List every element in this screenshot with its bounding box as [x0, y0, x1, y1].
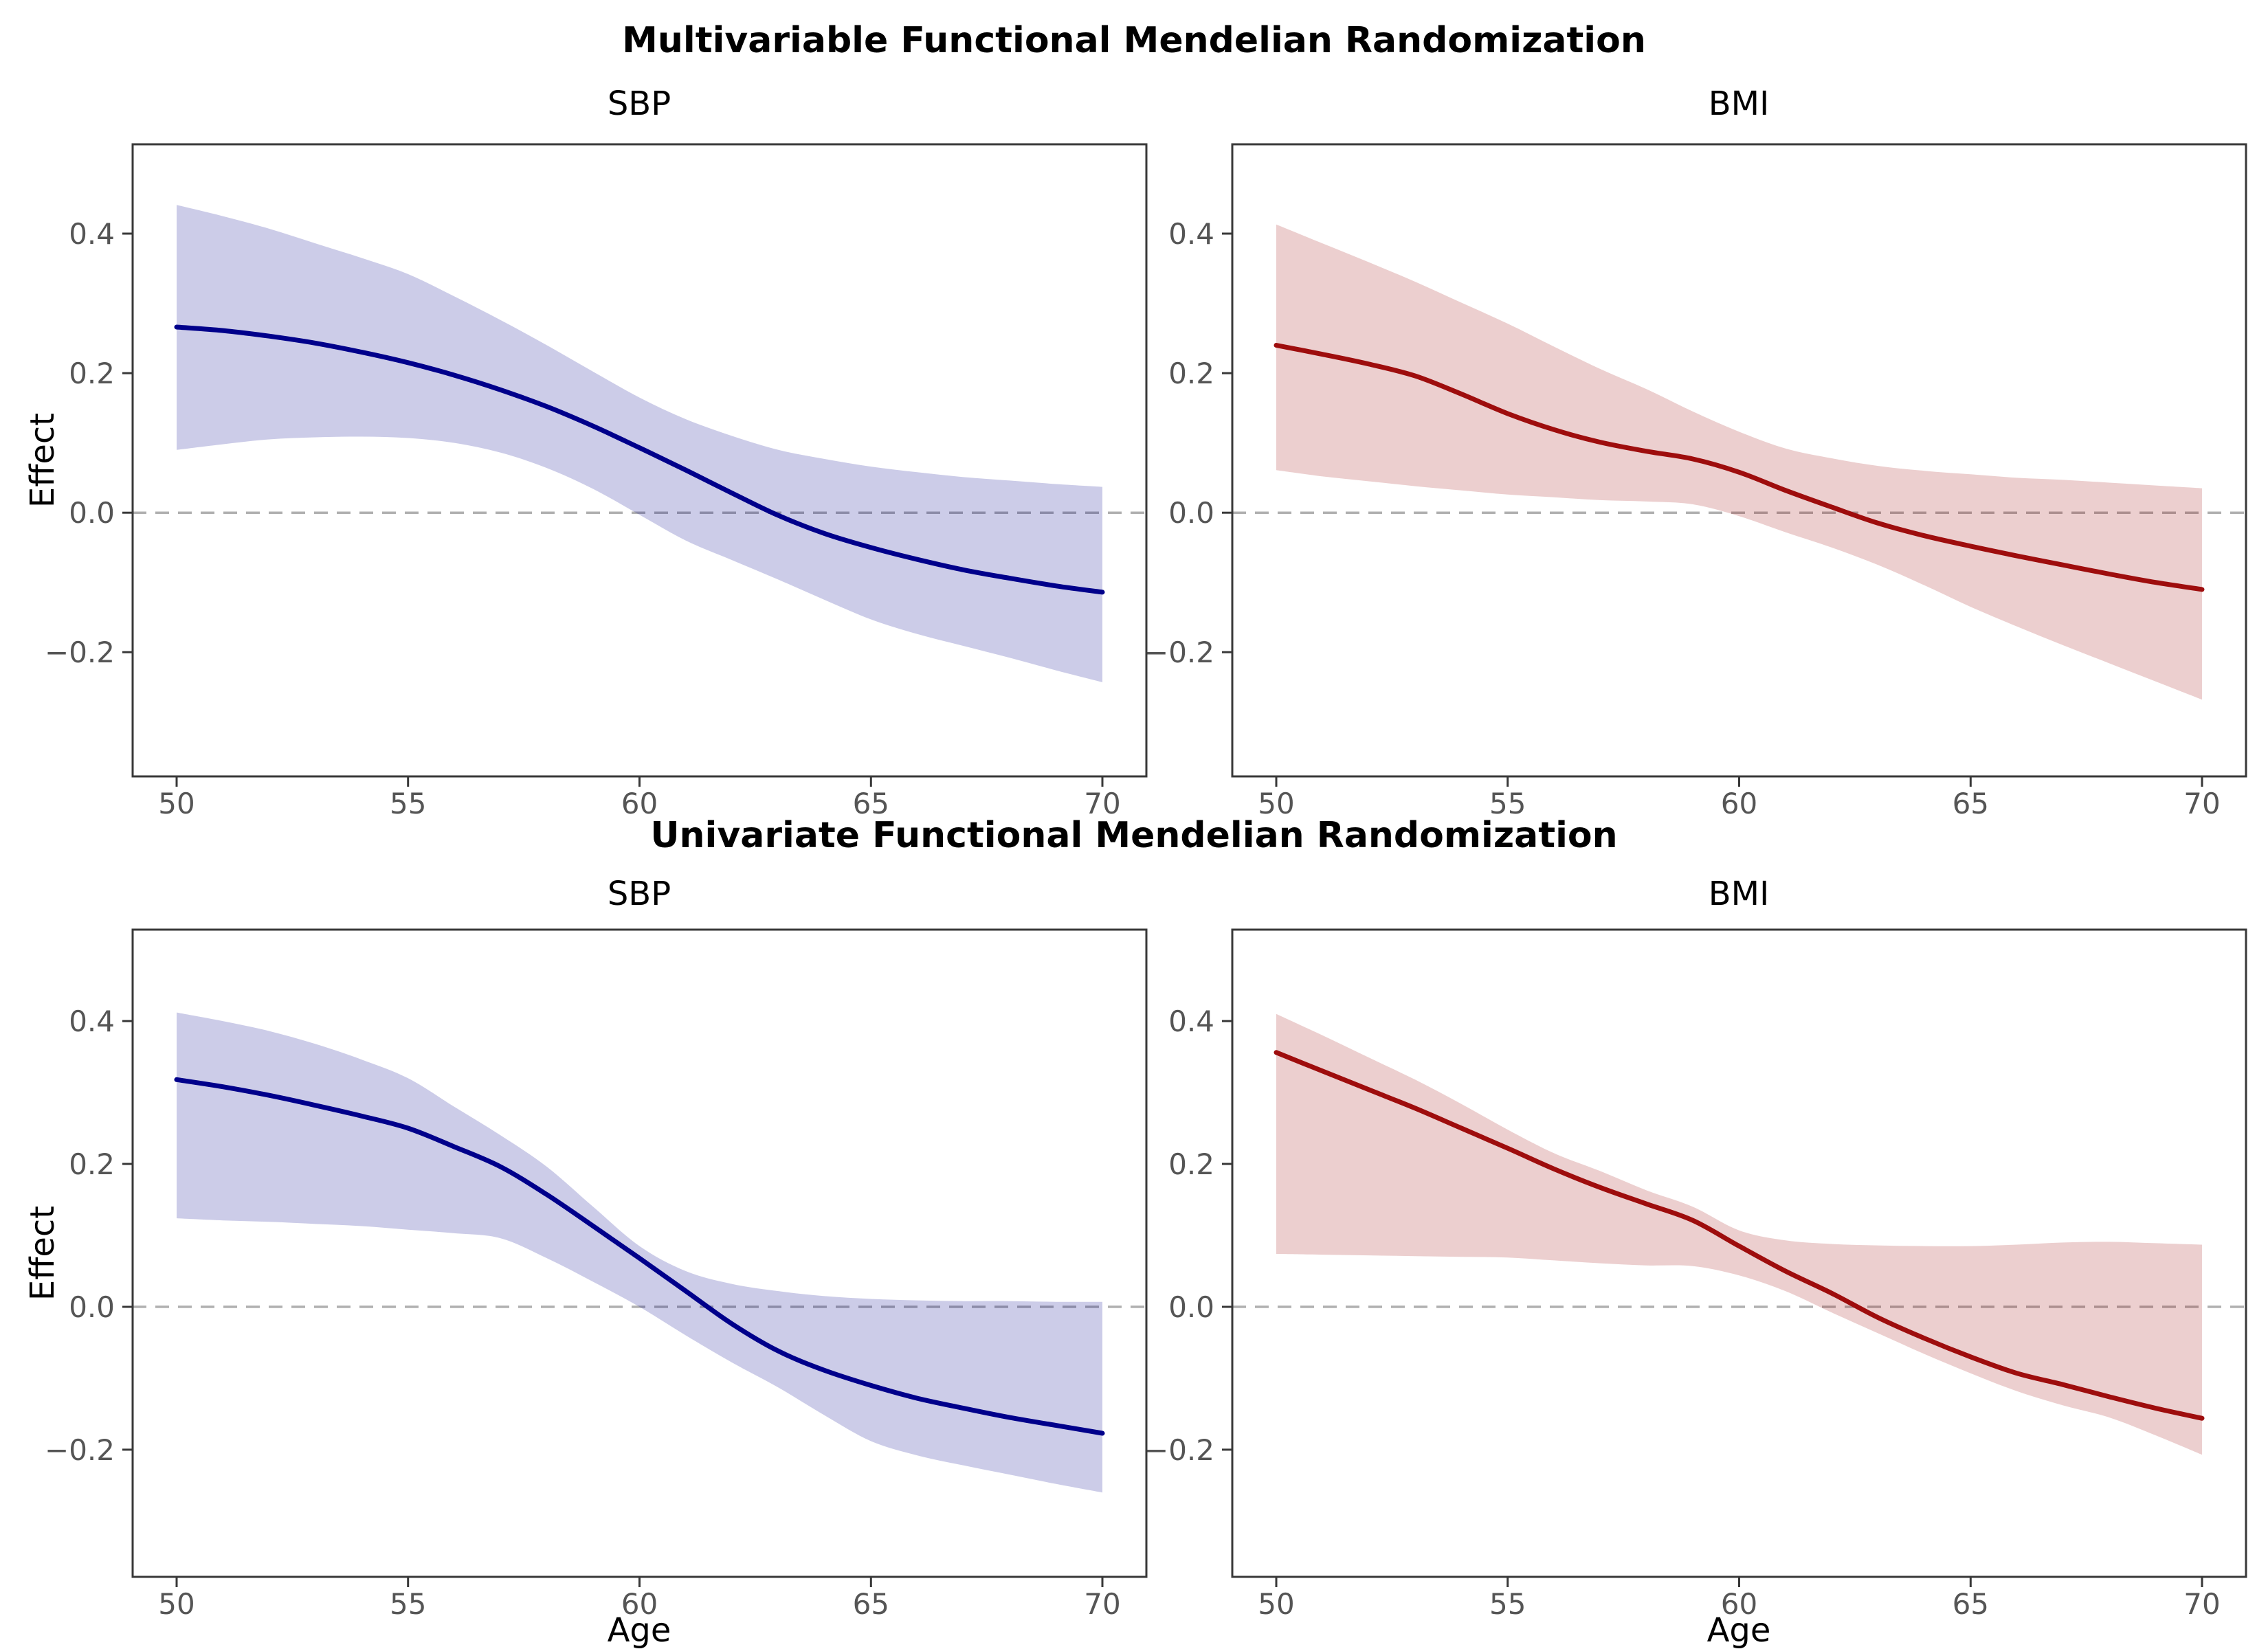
y-axis-label-bottom: Effect	[23, 1206, 62, 1301]
suptitle-univariate: Univariate Functional Mendelian Randomiz…	[650, 815, 1617, 856]
effect-line	[1274, 343, 2205, 592]
effect-line	[174, 1077, 1105, 1436]
y-tick-label: 0.0	[69, 496, 115, 530]
y-tick-label: −0.2	[45, 636, 115, 669]
x-tick-label: 65	[1953, 787, 1989, 820]
y-tick-label: 0.2	[1168, 1147, 1214, 1181]
x-tick-label: 50	[158, 1587, 194, 1621]
x-tick-label: 70	[1084, 1587, 1120, 1621]
y-axis-label-top: Effect	[23, 413, 62, 508]
y-tick-label: 0.2	[1168, 357, 1214, 390]
y-tick-label: 0.4	[1168, 217, 1214, 251]
effect-line	[1274, 1050, 2205, 1421]
y-tick-label: −0.2	[1144, 636, 1214, 669]
x-axis-label-bottom-left: Age	[608, 1611, 671, 1649]
confidence-band	[1276, 1013, 2202, 1455]
x-tick-label: 60	[621, 787, 658, 820]
x-tick-label: 70	[2183, 787, 2220, 820]
y-tick-label: 0.4	[1168, 1005, 1214, 1038]
panel-multivariable-bmi: −0.2 0.0 0.2 0.4 50 55 60 65 70	[1144, 143, 2247, 820]
panel-title-univariate-bmi: BMI	[1709, 875, 1770, 913]
y-tick-label: 0.4	[69, 1005, 115, 1038]
panel-title-multivariable-bmi: BMI	[1709, 85, 1770, 123]
x-tick-label: 65	[1953, 1587, 1989, 1621]
x-tick-label: 55	[1489, 787, 1526, 820]
x-tick-label: 50	[1258, 787, 1294, 820]
x-axis-label-bottom-right: Age	[1707, 1611, 1771, 1649]
panel-title-univariate-sbp: SBP	[608, 875, 671, 913]
y-tick-label: −0.2	[1144, 1433, 1214, 1467]
panels-group: −0.2 0.0 0.2 0.4 50 55 60 65 70 −0.2 0.0 0.2 0.4 50 55…	[45, 143, 2247, 1621]
panel-univariate-bmi: −0.2 0.0 0.2 0.4 50 55 60 65 70	[1144, 928, 2247, 1621]
y-tick-label: −0.2	[45, 1433, 115, 1467]
x-tick-label: 60	[621, 1587, 658, 1621]
y-tick-label: 0.0	[1168, 1290, 1214, 1324]
panel-univariate-sbp: −0.2 0.0 0.2 0.4 50 55 60 65 70	[45, 928, 1148, 1621]
x-tick-label: 50	[158, 787, 194, 820]
panel-multivariable-sbp: −0.2 0.0 0.2 0.4 50 55 60 65 70	[45, 143, 1148, 820]
y-tick-label: 0.2	[69, 1147, 115, 1181]
confidence-band	[177, 205, 1102, 682]
x-tick-label: 60	[1721, 787, 1757, 820]
x-tick-label: 55	[390, 1587, 426, 1621]
x-tick-label: 65	[853, 787, 889, 820]
confidence-band	[1276, 224, 2202, 700]
x-tick-label: 60	[1721, 1587, 1757, 1621]
confidence-band	[177, 1012, 1102, 1493]
x-tick-label: 65	[853, 1587, 889, 1621]
y-tick-label: 0.0	[1168, 496, 1214, 530]
y-tick-label: 0.2	[69, 357, 115, 390]
suptitle-multivariable: Multivariable Functional Mendelian Rando…	[622, 20, 1646, 61]
effect-line	[174, 324, 1105, 595]
x-tick-label: 55	[390, 787, 426, 820]
x-tick-label: 55	[1489, 1587, 1526, 1621]
y-tick-label: 0.0	[69, 1290, 115, 1324]
x-tick-label: 50	[1258, 1587, 1294, 1621]
x-tick-label: 70	[1084, 787, 1120, 820]
y-tick-label: 0.4	[69, 217, 115, 251]
x-tick-label: 70	[2183, 1587, 2220, 1621]
panel-title-multivariable-sbp: SBP	[608, 85, 671, 123]
